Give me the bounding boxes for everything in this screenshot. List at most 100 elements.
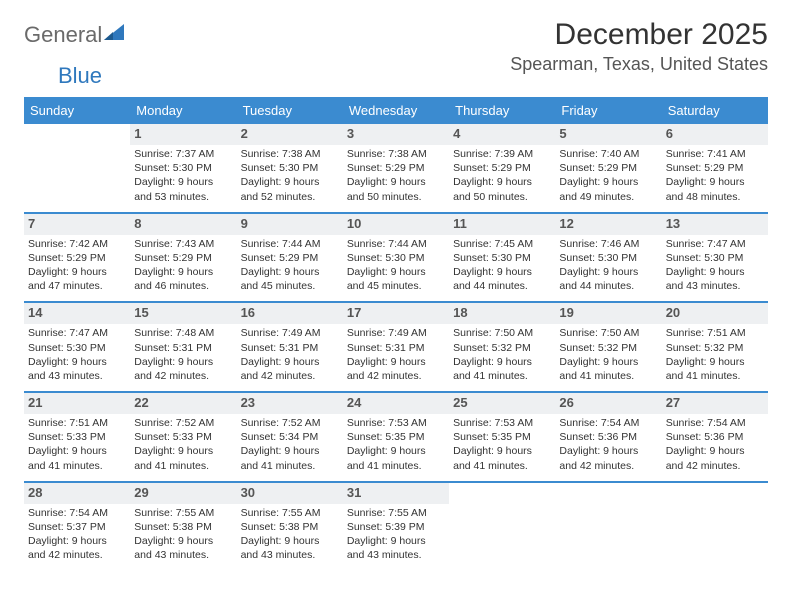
sunset-text: Sunset: 5:29 PM <box>28 251 126 265</box>
daynum-bar: 31 <box>343 483 449 504</box>
sunrise-text: Sunrise: 7:48 AM <box>134 326 232 340</box>
daynum-bar: 10 <box>343 214 449 235</box>
calendar-cell <box>555 483 661 571</box>
calendar-cell: 26Sunrise: 7:54 AMSunset: 5:36 PMDayligh… <box>555 393 661 481</box>
daylight-text: Daylight: 9 hours and 44 minutes. <box>453 265 551 293</box>
sunset-text: Sunset: 5:29 PM <box>347 161 445 175</box>
day-number: 24 <box>347 395 445 410</box>
sunset-text: Sunset: 5:38 PM <box>241 520 339 534</box>
daylight-text: Daylight: 9 hours and 41 minutes. <box>134 444 232 472</box>
day-number: 26 <box>559 395 657 410</box>
brand-word2: Blue <box>58 63 102 89</box>
day-number: 28 <box>28 485 126 500</box>
calendar-grid: Sunday Monday Tuesday Wednesday Thursday… <box>24 97 768 570</box>
calendar-cell: 10Sunrise: 7:44 AMSunset: 5:30 PMDayligh… <box>343 214 449 302</box>
sunset-text: Sunset: 5:33 PM <box>28 430 126 444</box>
calendar-cell: 6Sunrise: 7:41 AMSunset: 5:29 PMDaylight… <box>662 124 768 212</box>
sunset-text: Sunset: 5:30 PM <box>134 161 232 175</box>
calendar-cell <box>449 483 555 571</box>
sunrise-text: Sunrise: 7:55 AM <box>241 506 339 520</box>
sunrise-text: Sunrise: 7:47 AM <box>666 237 764 251</box>
calendar-cell: 4Sunrise: 7:39 AMSunset: 5:29 PMDaylight… <box>449 124 555 212</box>
daylight-text: Daylight: 9 hours and 42 minutes. <box>28 534 126 562</box>
calendar-cell: 28Sunrise: 7:54 AMSunset: 5:37 PMDayligh… <box>24 483 130 571</box>
daynum-bar: 12 <box>555 214 661 235</box>
calendar-cell <box>24 124 130 212</box>
sunset-text: Sunset: 5:35 PM <box>453 430 551 444</box>
calendar-cell: 22Sunrise: 7:52 AMSunset: 5:33 PMDayligh… <box>130 393 236 481</box>
daynum-bar: 28 <box>24 483 130 504</box>
dayhead-friday: Friday <box>555 97 661 124</box>
day-number: 22 <box>134 395 232 410</box>
daynum-bar: 17 <box>343 303 449 324</box>
day-number: 31 <box>347 485 445 500</box>
calendar-cell: 15Sunrise: 7:48 AMSunset: 5:31 PMDayligh… <box>130 303 236 391</box>
daylight-text: Daylight: 9 hours and 44 minutes. <box>559 265 657 293</box>
daynum-bar: 21 <box>24 393 130 414</box>
day-number: 30 <box>241 485 339 500</box>
daynum-bar: 3 <box>343 124 449 145</box>
sunset-text: Sunset: 5:35 PM <box>347 430 445 444</box>
sunrise-text: Sunrise: 7:42 AM <box>28 237 126 251</box>
daynum-bar: 16 <box>237 303 343 324</box>
sunrise-text: Sunrise: 7:50 AM <box>559 326 657 340</box>
daynum-bar: 11 <box>449 214 555 235</box>
week-row: 7Sunrise: 7:42 AMSunset: 5:29 PMDaylight… <box>24 214 768 304</box>
calendar-cell: 13Sunrise: 7:47 AMSunset: 5:30 PMDayligh… <box>662 214 768 302</box>
sunset-text: Sunset: 5:31 PM <box>241 341 339 355</box>
daylight-text: Daylight: 9 hours and 42 minutes. <box>559 444 657 472</box>
daynum-bar: 13 <box>662 214 768 235</box>
day-number: 2 <box>241 126 339 141</box>
sunrise-text: Sunrise: 7:45 AM <box>453 237 551 251</box>
daylight-text: Daylight: 9 hours and 46 minutes. <box>134 265 232 293</box>
sunrise-text: Sunrise: 7:49 AM <box>347 326 445 340</box>
sunrise-text: Sunrise: 7:47 AM <box>28 326 126 340</box>
day-number: 23 <box>241 395 339 410</box>
calendar-cell: 14Sunrise: 7:47 AMSunset: 5:30 PMDayligh… <box>24 303 130 391</box>
sunset-text: Sunset: 5:33 PM <box>134 430 232 444</box>
calendar-cell: 7Sunrise: 7:42 AMSunset: 5:29 PMDaylight… <box>24 214 130 302</box>
dayhead-tuesday: Tuesday <box>237 97 343 124</box>
day-number: 10 <box>347 216 445 231</box>
title-block: December 2025 Spearman, Texas, United St… <box>510 18 768 75</box>
sunrise-text: Sunrise: 7:44 AM <box>347 237 445 251</box>
daynum-bar: 30 <box>237 483 343 504</box>
sunset-text: Sunset: 5:30 PM <box>347 251 445 265</box>
daylight-text: Daylight: 9 hours and 41 minutes. <box>28 444 126 472</box>
day-number: 1 <box>134 126 232 141</box>
calendar-cell: 8Sunrise: 7:43 AMSunset: 5:29 PMDaylight… <box>130 214 236 302</box>
sunset-text: Sunset: 5:32 PM <box>559 341 657 355</box>
brand-word1: General <box>24 22 102 48</box>
calendar-cell: 30 Sunrise: 7:55 AMSunset: 5:38 PMDayligh… <box>237 483 343 571</box>
sunset-text: Sunset: 5:30 PM <box>453 251 551 265</box>
calendar-cell: 12Sunrise: 7:46 AMSunset: 5:30 PMDayligh… <box>555 214 661 302</box>
sunset-text: Sunset: 5:39 PM <box>347 520 445 534</box>
daynum-bar: 27 <box>662 393 768 414</box>
daylight-text: Daylight: 9 hours and 53 minutes. <box>134 175 232 203</box>
daylight-text: Daylight: 9 hours and 43 minutes. <box>666 265 764 293</box>
calendar-cell: 17Sunrise: 7:49 AMSunset: 5:31 PMDayligh… <box>343 303 449 391</box>
day-headers-row: Sunday Monday Tuesday Wednesday Thursday… <box>24 97 768 124</box>
calendar-cell: 18Sunrise: 7:50 AMSunset: 5:32 PMDayligh… <box>449 303 555 391</box>
day-number: 13 <box>666 216 764 231</box>
day-number: 4 <box>453 126 551 141</box>
calendar-cell: 29Sunrise: 7:55 AMSunset: 5:38 PMDayligh… <box>130 483 236 571</box>
daylight-text: Daylight: 9 hours and 43 minutes. <box>241 534 339 562</box>
day-number: 3 <box>347 126 445 141</box>
day-number: 21 <box>28 395 126 410</box>
sunrise-text: Sunrise: 7:44 AM <box>241 237 339 251</box>
daylight-text: Daylight: 9 hours and 48 minutes. <box>666 175 764 203</box>
daylight-text: Daylight: 9 hours and 50 minutes. <box>453 175 551 203</box>
daylight-text: Daylight: 9 hours and 43 minutes. <box>134 534 232 562</box>
sunrise-text: Sunrise: 7:49 AM <box>241 326 339 340</box>
calendar-cell: 20Sunrise: 7:51 AMSunset: 5:32 PMDayligh… <box>662 303 768 391</box>
month-title: December 2025 <box>510 18 768 52</box>
daynum-bar: 6 <box>662 124 768 145</box>
daynum-bar: 22 <box>130 393 236 414</box>
daylight-text: Daylight: 9 hours and 42 minutes. <box>134 355 232 383</box>
calendar-cell: 19Sunrise: 7:50 AMSunset: 5:32 PMDayligh… <box>555 303 661 391</box>
sunset-text: Sunset: 5:36 PM <box>559 430 657 444</box>
sunrise-text: Sunrise: 7:37 AM <box>134 147 232 161</box>
daylight-text: Daylight: 9 hours and 41 minutes. <box>559 355 657 383</box>
daynum-bar: 2 <box>237 124 343 145</box>
